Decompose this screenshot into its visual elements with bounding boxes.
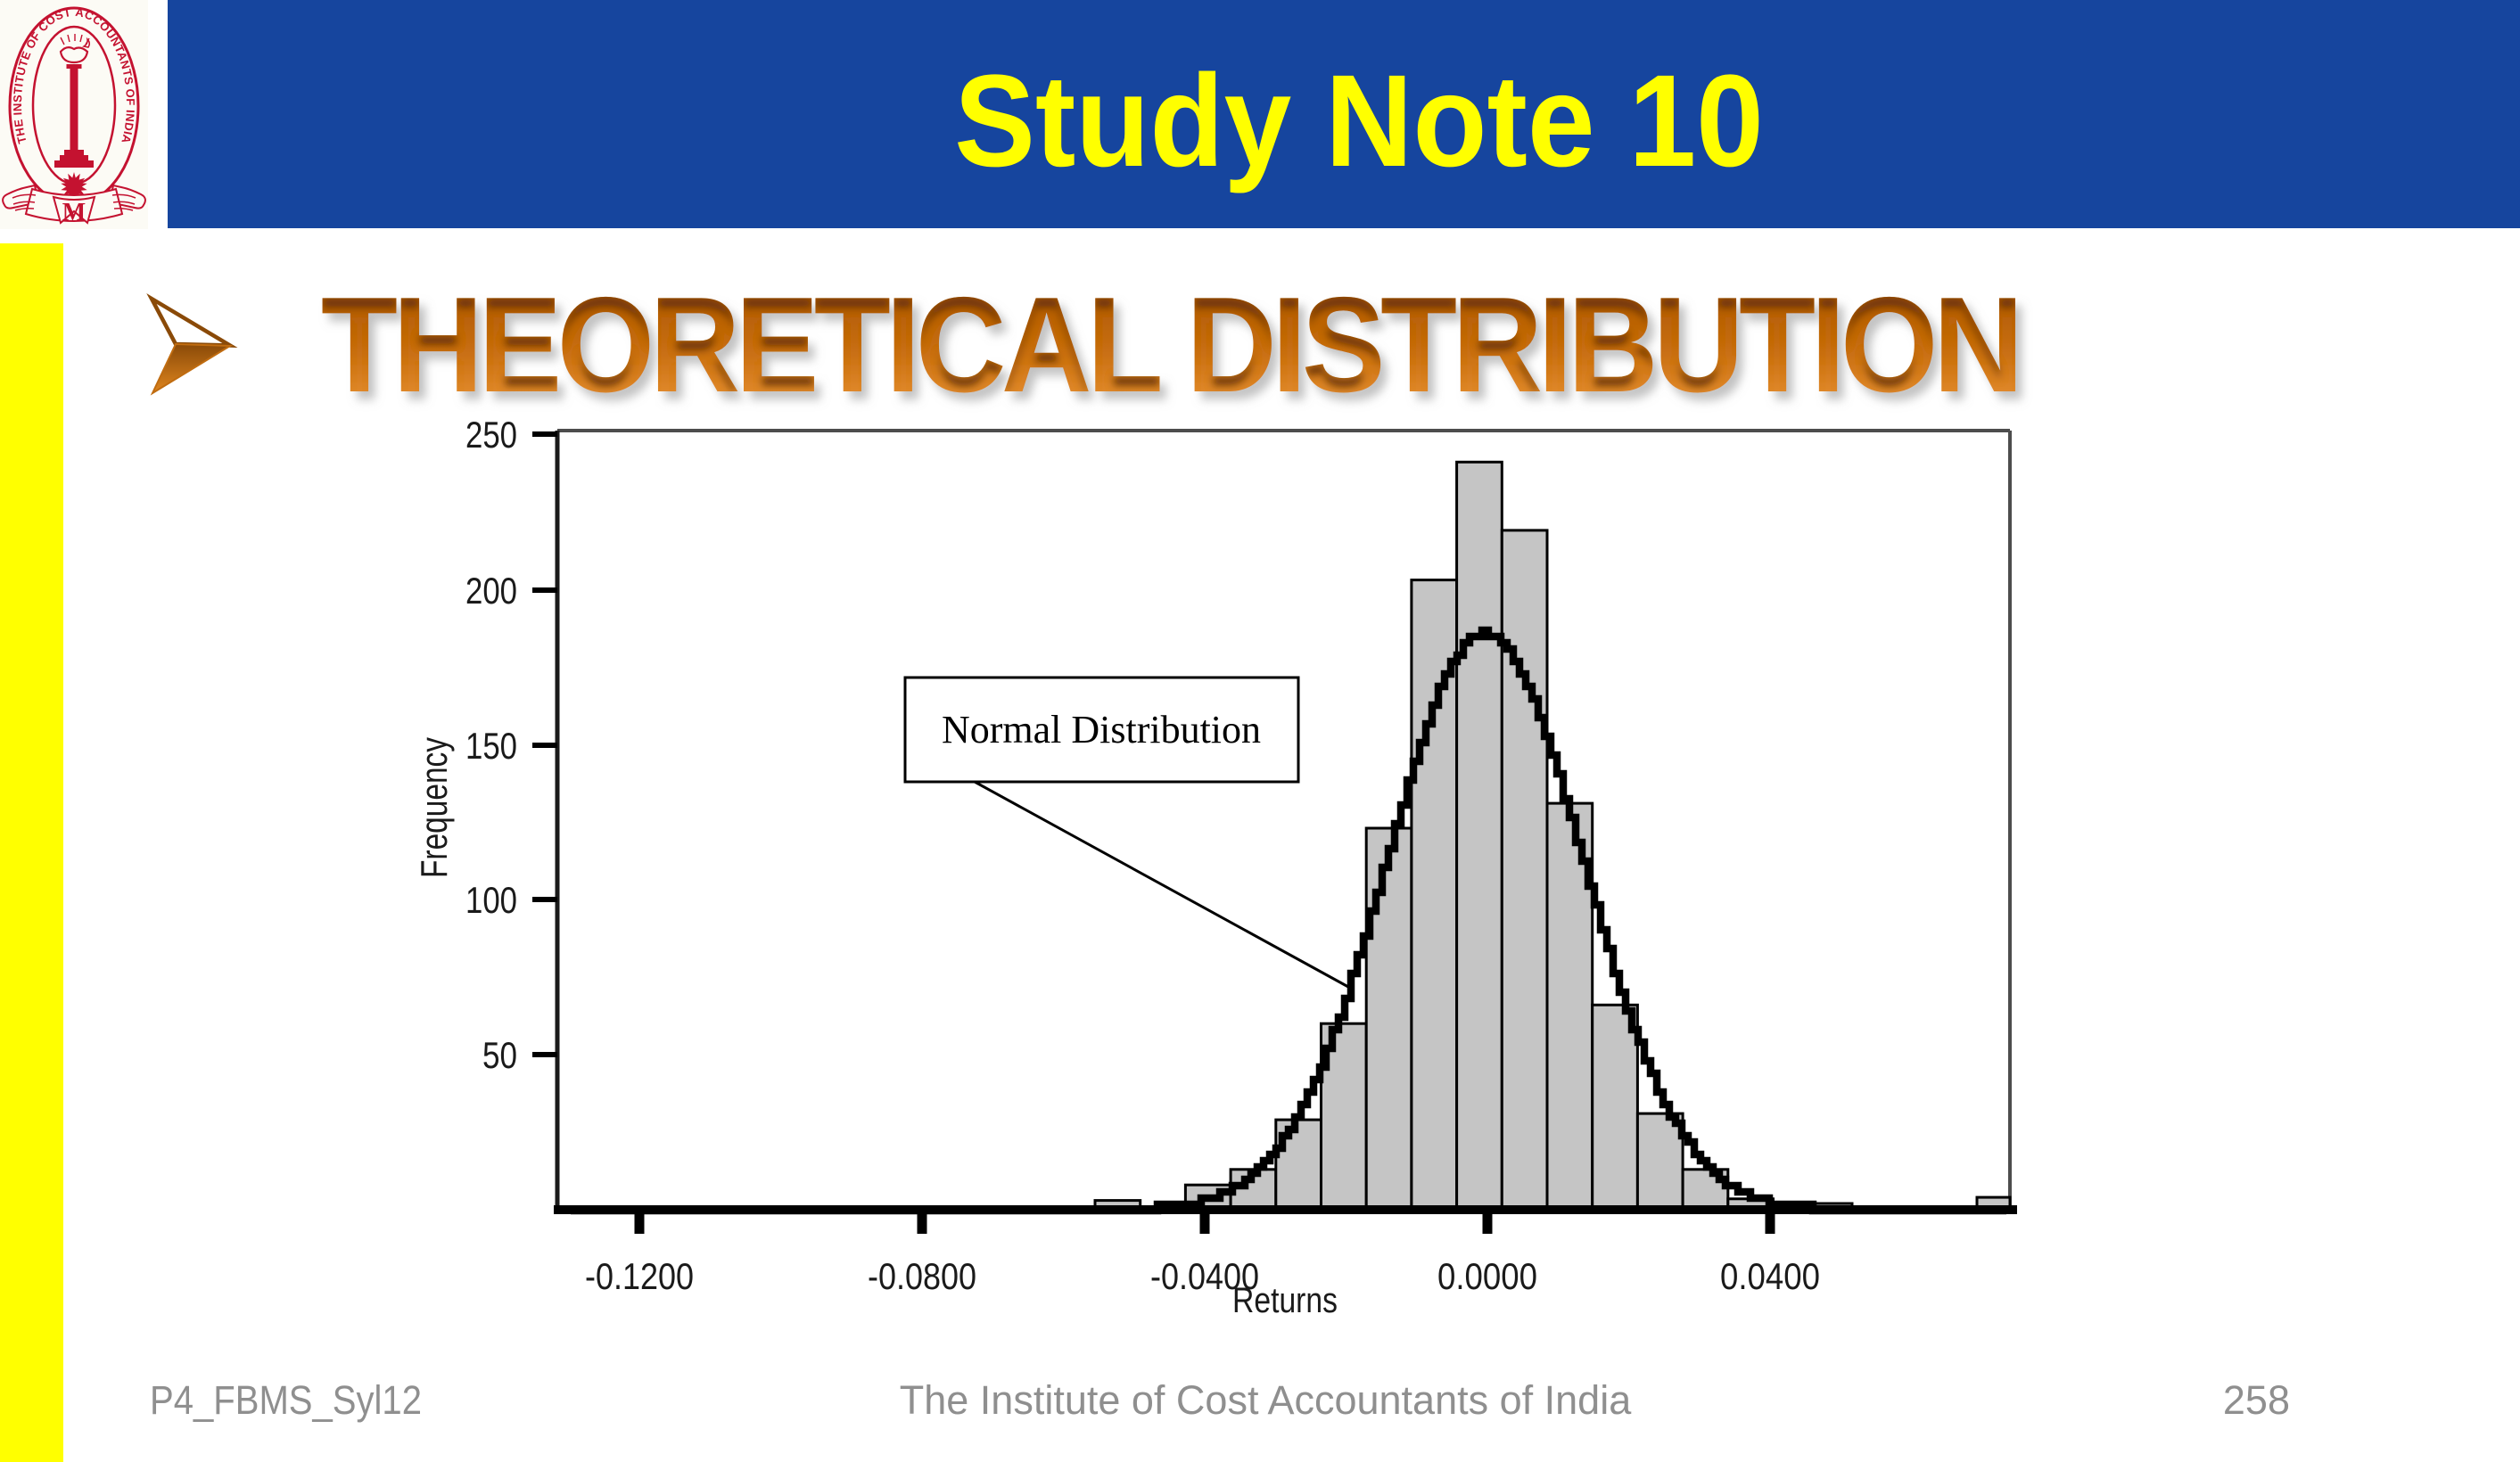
svg-text:150: 150 bbox=[465, 725, 517, 767]
svg-text:M: M bbox=[62, 199, 86, 226]
svg-text:-0.1200: -0.1200 bbox=[585, 1255, 694, 1297]
svg-text:-0.0800: -0.0800 bbox=[868, 1255, 976, 1297]
svg-text:50: 50 bbox=[482, 1034, 517, 1076]
svg-text:100: 100 bbox=[465, 879, 517, 921]
svg-text:250: 250 bbox=[465, 414, 517, 456]
svg-text:200: 200 bbox=[465, 570, 517, 612]
svg-text:Returns: Returns bbox=[1232, 1281, 1338, 1320]
svg-text:0.0000: 0.0000 bbox=[1437, 1255, 1537, 1297]
svg-text:Frequency: Frequency bbox=[413, 737, 455, 878]
svg-text:-0.0400: -0.0400 bbox=[1150, 1255, 1259, 1297]
svg-text:0.0400: 0.0400 bbox=[1720, 1255, 1820, 1297]
svg-text:Normal Distribution: Normal Distribution bbox=[942, 708, 1261, 752]
svg-text:THEORETICAL DISTRIBUTION: THEORETICAL DISTRIBUTION bbox=[321, 269, 2019, 421]
